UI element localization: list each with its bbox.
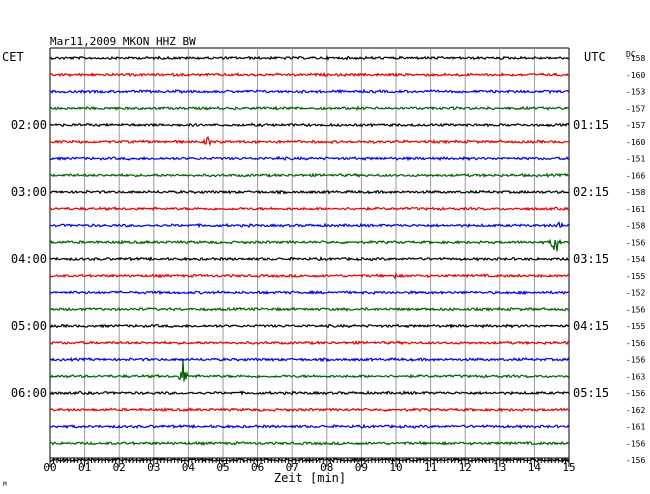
x-tick-label: 13 <box>493 461 506 474</box>
dc-offset-label: -151 <box>626 155 645 164</box>
seismic-trace <box>49 289 570 296</box>
seismic-trace <box>49 155 570 162</box>
seismic-trace <box>49 172 570 178</box>
x-tick-label: 09 <box>355 461 368 474</box>
dc-offset-label: -163 <box>626 372 645 381</box>
dc-offset-label: -156 <box>626 456 645 465</box>
right-hour-label: 02:15 <box>573 185 609 199</box>
seismic-trace <box>49 440 570 447</box>
x-tick-label: 05 <box>216 461 229 474</box>
seismic-trace <box>49 136 570 147</box>
dc-offset-label: -161 <box>626 423 645 432</box>
seismic-trace <box>49 256 570 262</box>
dc-offset-label: -153 <box>626 88 645 97</box>
dc-offset-label: -160 <box>626 71 645 80</box>
dc-offset-label: -158 <box>626 188 645 197</box>
seismic-trace <box>49 340 570 346</box>
chart-title: Mar11,2009 MKON HHZ BW <box>50 35 196 48</box>
seismic-trace <box>49 406 570 413</box>
dc-offset-label: -158 <box>626 222 645 231</box>
x-tick-label: 02 <box>113 461 126 474</box>
x-tick-label: 14 <box>528 461 542 474</box>
left-timezone-label: CET <box>2 50 24 64</box>
x-tick-label: 06 <box>251 461 264 474</box>
seismic-trace <box>49 71 570 78</box>
seismic-trace <box>49 271 570 280</box>
dc-offset-label: -156 <box>626 339 645 348</box>
x-tick-label: 00 <box>43 461 56 474</box>
dc-offset-label: -162 <box>626 406 645 415</box>
x-tick-label: 11 <box>424 461 437 474</box>
seismic-trace <box>49 356 570 363</box>
dc-offset-label: -158 <box>626 54 645 63</box>
dc-offset-label: -156 <box>626 356 645 365</box>
dc-offset-label: -152 <box>626 289 645 298</box>
right-hour-label: 03:15 <box>573 252 609 266</box>
dc-offset-label: -156 <box>626 389 645 398</box>
x-tick-label: 08 <box>320 461 333 474</box>
right-hour-label: 05:15 <box>573 386 609 400</box>
dc-offset-label: -156 <box>626 439 645 448</box>
x-tick-label: 07 <box>286 461 299 474</box>
left-hour-label: 05:00 <box>11 319 47 333</box>
grid-lines <box>49 47 570 458</box>
seismic-trace <box>49 323 570 329</box>
right-hour-label: 04:15 <box>573 319 609 333</box>
corner-mark: M <box>3 481 7 488</box>
dc-offset-label: -160 <box>626 138 645 147</box>
seismic-trace <box>49 189 570 195</box>
seismic-trace <box>49 359 570 382</box>
seismic-trace <box>49 206 570 212</box>
dc-offset-label: -157 <box>626 121 645 130</box>
x-tick-label: 12 <box>459 461 472 474</box>
seismic-trace <box>50 221 570 229</box>
x-tick-label: 03 <box>147 461 160 474</box>
x-tick-label: 01 <box>78 461 91 474</box>
left-hour-label: 06:00 <box>11 386 47 400</box>
seismic-trace <box>49 306 570 312</box>
dc-offset-label: -155 <box>626 322 645 331</box>
seismic-trace <box>49 390 570 396</box>
dc-offset-label: -155 <box>626 272 645 281</box>
x-axis: 00 01 02 03 04 05 06 07 08 09 10 11 12 13 14 15 <box>43 457 576 474</box>
seismic-trace <box>49 423 570 430</box>
x-axis-label: Zeit [min] <box>274 471 346 485</box>
left-hour-label: 04:00 <box>11 252 47 266</box>
right-hour-label: 01:15 <box>573 118 609 132</box>
seismic-trace <box>49 238 570 252</box>
dc-offset-label: -166 <box>626 171 645 180</box>
x-tick-label: 04 <box>182 461 196 474</box>
seismic-trace <box>49 105 570 111</box>
x-tick-label: 15 <box>562 461 575 474</box>
label-group: -158 -160 -153 -157 -157 -160 -151 -166 -158 -161… <box>11 54 646 465</box>
dc-offset-label: -161 <box>626 205 645 214</box>
right-timezone-label: UTC <box>584 50 606 64</box>
x-tick-label: 10 <box>389 461 402 474</box>
seismic-trace <box>49 122 570 128</box>
seismic-trace <box>49 88 570 95</box>
left-hour-label: 02:00 <box>11 118 47 132</box>
dc-offset-label: -154 <box>626 255 645 264</box>
dc-label: DC <box>626 50 636 59</box>
dc-offset-label: -157 <box>626 104 645 113</box>
dc-offset-label: -156 <box>626 305 645 314</box>
dc-offset-label: -156 <box>626 238 645 247</box>
left-hour-label: 03:00 <box>11 185 47 199</box>
trace-group <box>49 55 570 463</box>
seismic-trace <box>49 55 570 61</box>
